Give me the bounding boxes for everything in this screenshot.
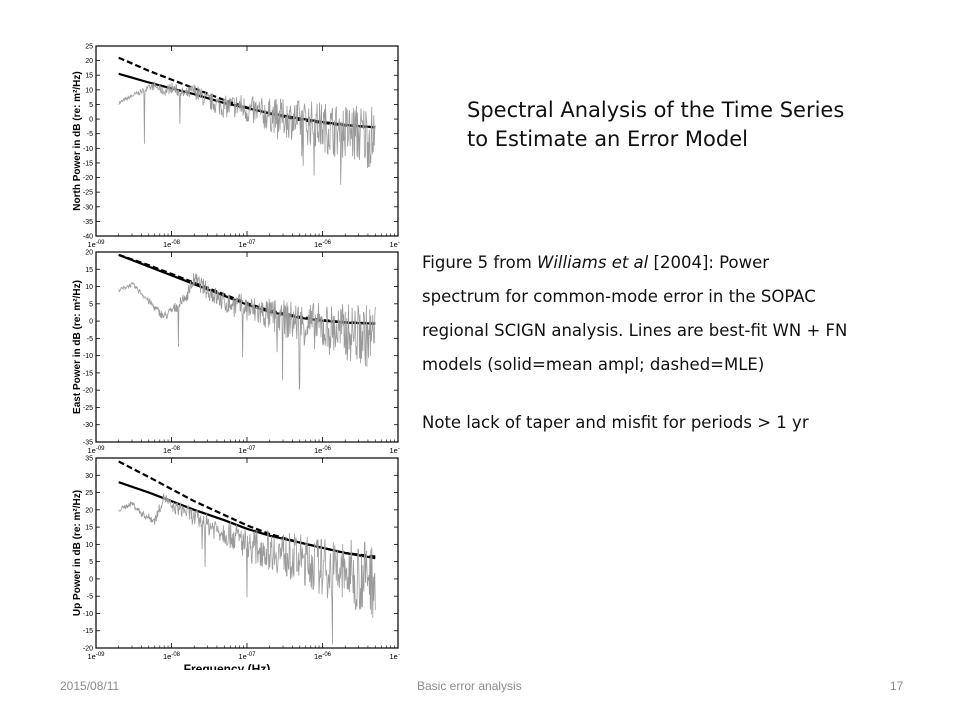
mle-fit-line [118,253,376,325]
y-tick-label: 20 [85,250,93,257]
y-tick-label: -15 [83,160,93,167]
x-tick-label: 1e-07 [238,446,256,455]
y-tick-label: 20 [85,507,93,514]
y-tick-label: -20 [83,646,93,653]
x-tick-label: 1e-08 [163,240,181,249]
footer-title: Basic error analysis [417,679,522,693]
y-tick-label: 5 [89,301,93,308]
figure-caption: Figure 5 from Williams et al [2004]: Pow… [422,246,942,440]
y-tick-label: -5 [87,594,93,601]
title-line-2: to Estimate an Error Model [467,127,748,151]
y-tick-label: 5 [89,102,93,109]
y-tick-label: 30 [85,473,93,480]
caption-author: Williams et al [537,253,649,272]
y-tick-label: -30 [83,422,93,429]
spectrum-series [118,81,376,185]
plot-frame [95,251,399,443]
caption-line-4: models (solid=mean ampl; dashed=MLE) [422,355,765,374]
x-tick-label: 1e-07 [238,652,256,661]
y-tick-label: 10 [85,87,93,94]
y-tick-label: -15 [83,628,93,635]
y-axis-label: East Power in dB (re: m²/Hz) [72,280,83,414]
y-tick-label: -20 [83,175,93,182]
caption-line-1-pre: Figure 5 from [422,253,538,272]
y-tick-label: -35 [83,440,93,447]
y-tick-label: 15 [85,267,93,274]
y-tick-label: -5 [87,131,93,138]
y-tick-label: 0 [89,576,93,583]
y-tick-label: -20 [83,388,93,395]
y-tick-label: 25 [85,44,93,51]
y-tick-label: -25 [83,190,93,197]
x-tick-label: 1e-05 [389,240,400,249]
x-axis-label: Frequency (Hz) [184,662,271,670]
y-tick-label: 5 [89,559,93,566]
x-tick-label: 1e-05 [389,652,400,661]
mle-fit-line [118,460,376,558]
x-tick-label: 1e-08 [163,446,181,455]
y-tick-label: -10 [83,353,93,360]
y-tick-label: -25 [83,405,93,412]
mle-fit-line [118,56,376,129]
caption-line-2: spectrum for common-mode error in the SO… [422,287,816,306]
x-tick-label: 1e-06 [314,240,332,249]
y-tick-label: 20 [85,58,93,65]
slide-number: 17 [890,679,904,693]
spectrum-series [118,493,376,645]
y-axis-label: North Power in dB (re: m²/Hz) [72,71,83,210]
y-tick-label: 35 [85,456,93,463]
y-tick-label: 15 [85,525,93,532]
y-tick-label: 10 [85,542,93,549]
x-tick-label: 1e-08 [163,652,181,661]
caption-line-1-post: [2004]: Power [648,253,770,272]
footer-date: 2015/08/11 [60,679,120,693]
y-tick-label: -10 [83,146,93,153]
x-tick-label: 1e-09 [87,240,105,249]
y-tick-label: 0 [89,117,93,124]
y-tick-label: -35 [83,219,93,226]
x-tick-label: 1e-06 [314,652,332,661]
x-tick-label: 1e-05 [389,446,400,455]
caption-note: Note lack of taper and misfit for period… [422,413,809,432]
title-line-1: Spectral Analysis of the Time Series [467,98,845,122]
y-axis-label: Up Power in dB (re: m²/Hz) [72,490,83,616]
y-tick-label: 10 [85,284,93,291]
x-tick-label: 1e-06 [314,446,332,455]
x-tick-label: 1e-09 [87,652,105,661]
x-tick-label: 1e-07 [238,240,256,249]
y-tick-label: -10 [83,611,93,618]
y-tick-label: 25 [85,490,93,497]
y-tick-label: 15 [85,73,93,80]
y-tick-label: -5 [87,336,93,343]
y-tick-label: -40 [83,234,93,241]
caption-line-1: Figure 5 from Williams et al [2004]: Pow… [422,246,942,280]
y-tick-label: -15 [83,370,93,377]
x-tick-label: 1e-09 [87,446,105,455]
y-tick-label: 0 [89,319,93,326]
caption-line-3: regional SCIGN analysis. Lines are best-… [422,321,848,340]
y-tick-label: -30 [83,204,93,211]
slide-title: Spectral Analysis of the Time Series to … [467,96,927,154]
spectrum-series [118,273,376,390]
